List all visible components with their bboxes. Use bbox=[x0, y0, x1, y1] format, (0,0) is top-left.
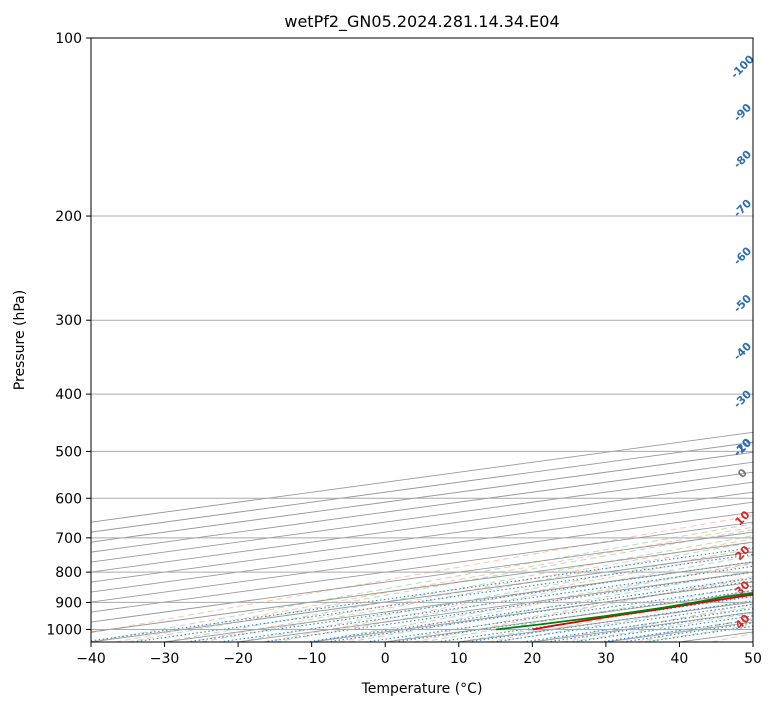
isotherm bbox=[91, 461, 753, 553]
y-tick-label: 100 bbox=[55, 31, 82, 47]
x-tick-label: 50 bbox=[744, 651, 762, 667]
isotherm bbox=[91, 511, 753, 603]
moist-adiabat bbox=[421, 585, 753, 642]
chart-title: wetPf2_GN05.2024.281.14.34.E04 bbox=[284, 12, 559, 32]
dry-adiabat bbox=[338, 562, 753, 642]
moist-adiabat bbox=[164, 535, 753, 642]
x-tick-label: 20 bbox=[523, 651, 541, 667]
y-tick-label: 400 bbox=[55, 387, 82, 403]
isotherm bbox=[91, 451, 753, 543]
x-tick-label: 40 bbox=[671, 651, 689, 667]
x-tick-label: −20 bbox=[223, 651, 253, 667]
x-tick-label: −40 bbox=[76, 651, 106, 667]
x-tick-label: 10 bbox=[450, 651, 468, 667]
y-tick-label: 700 bbox=[55, 531, 82, 547]
y-tick-label: 200 bbox=[55, 209, 82, 225]
y-tick-label: 1000 bbox=[46, 622, 82, 638]
isotherm bbox=[91, 471, 753, 563]
moist-adiabat bbox=[201, 541, 753, 642]
y-tick-label: 300 bbox=[55, 313, 82, 329]
moist-adiabat bbox=[348, 570, 753, 642]
isotherm bbox=[91, 531, 753, 623]
x-tick-label: 30 bbox=[597, 651, 615, 667]
y-axis-title: Pressure (hPa) bbox=[12, 290, 28, 390]
moist-adiabat bbox=[238, 548, 753, 642]
x-tick-label: −10 bbox=[297, 651, 327, 667]
y-tick-label: 500 bbox=[55, 444, 82, 460]
x-tick-label: 0 bbox=[381, 651, 390, 667]
background-lines bbox=[91, 38, 753, 642]
mixing-ratio-line bbox=[91, 547, 753, 642]
plot-frame bbox=[90, 37, 754, 643]
isotherm bbox=[91, 521, 753, 613]
x-tick-label: −30 bbox=[150, 651, 180, 667]
isotherm bbox=[91, 481, 753, 573]
plot-area bbox=[91, 38, 753, 642]
moist-adiabat bbox=[127, 529, 753, 642]
isotherm bbox=[91, 491, 753, 583]
dry-adiabat bbox=[114, 526, 753, 642]
x-axis-title: Temperature (°C) bbox=[361, 681, 483, 697]
dry-adiabat bbox=[413, 575, 753, 642]
axes: −40 −30 −20 −10 0 10 20 30 40 50 100 200 300 400 500 60… bbox=[46, 31, 762, 667]
y-tick-label: 600 bbox=[55, 491, 82, 507]
mixing-ratio-line bbox=[365, 586, 753, 642]
y-tick-label: 900 bbox=[55, 595, 82, 611]
isotherm bbox=[91, 501, 753, 593]
dry-adiabat bbox=[189, 538, 753, 642]
y-tick-label: 800 bbox=[55, 565, 82, 581]
mixing-ratio-line bbox=[492, 603, 753, 642]
